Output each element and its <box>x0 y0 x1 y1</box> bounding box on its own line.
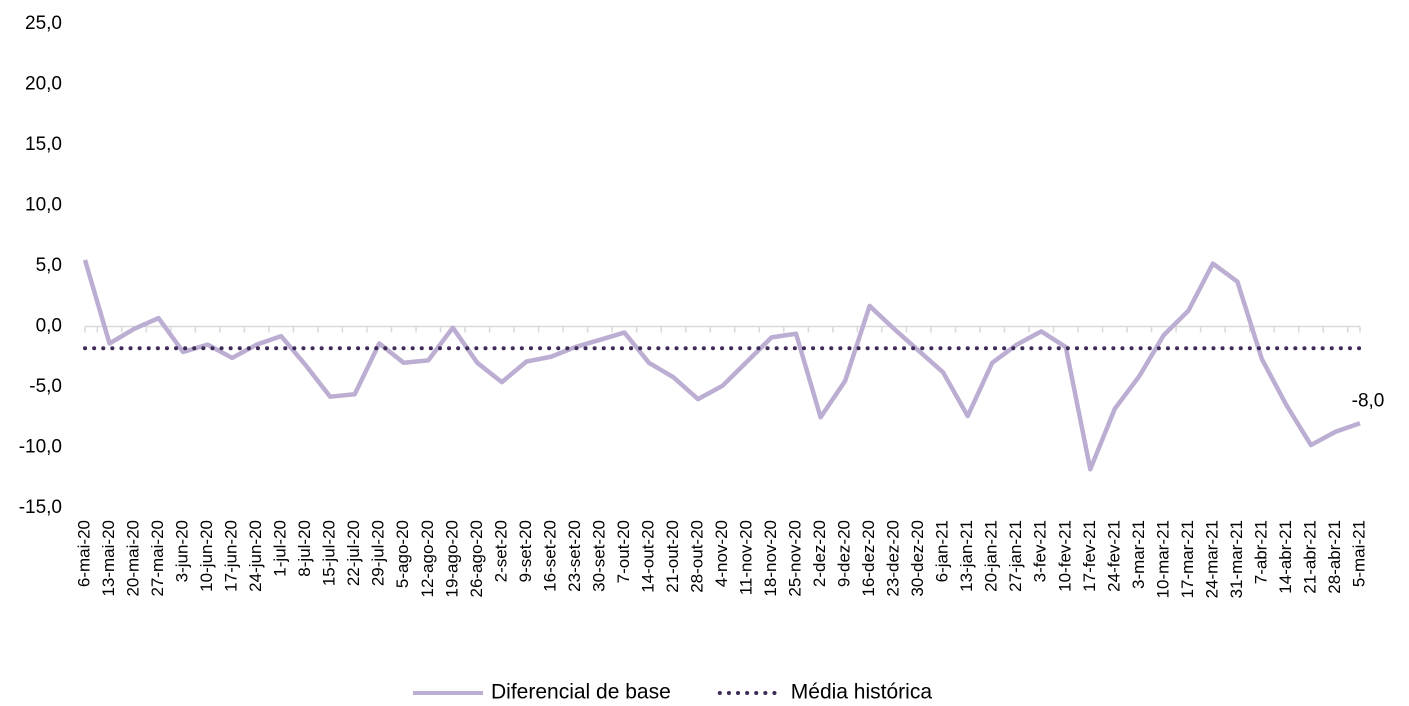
x-tick-label: 17-mar-21 <box>1178 520 1197 598</box>
data-label: -8,0 <box>1352 390 1385 411</box>
y-tick-label: 10,0 <box>25 195 62 216</box>
x-tick-label: 7-out-20 <box>614 520 633 583</box>
x-tick-label: 17-fev-21 <box>1080 520 1099 592</box>
legend-label: Média histórica <box>791 681 933 704</box>
y-tick-label: 20,0 <box>25 74 62 95</box>
x-tick-label: 24-fev-21 <box>1104 520 1123 592</box>
x-tick-label: 16-dez-20 <box>859 520 878 597</box>
x-tick-label: 21-abr-21 <box>1300 520 1319 594</box>
x-tick-label: 29-jul-20 <box>369 520 388 586</box>
x-tick-label: 15-jul-20 <box>320 520 339 586</box>
x-tick-label: 23-dez-20 <box>884 520 903 597</box>
x-tick-label: 9-dez-20 <box>835 520 854 587</box>
x-tick-label: 14-out-20 <box>638 520 657 593</box>
x-tick-label: 4-nov-20 <box>712 520 731 587</box>
x-tick-label: 26-ago-20 <box>467 520 486 598</box>
x-tick-label: 27-jan-21 <box>1006 520 1025 592</box>
x-tick-label: 10-jun-20 <box>197 520 216 592</box>
x-tick-label: 3-mar-21 <box>1129 520 1148 589</box>
x-tick-label: 2-dez-20 <box>810 520 829 587</box>
x-tick-label: 3-fev-21 <box>1031 520 1050 582</box>
y-tick-label: 0,0 <box>36 316 62 337</box>
x-tick-label: 6-jan-21 <box>933 520 952 582</box>
x-tick-label: 10-mar-21 <box>1153 520 1172 598</box>
x-tick-label: 19-ago-20 <box>442 520 461 598</box>
y-tick-label: 5,0 <box>36 255 62 276</box>
x-tick-label: 23-set-20 <box>565 520 584 592</box>
y-tick-label: 15,0 <box>25 134 62 155</box>
x-tick-label: 20-jan-21 <box>982 520 1001 592</box>
x-tick-label: 8-jul-20 <box>295 520 314 577</box>
x-tick-label: 13-jan-21 <box>957 520 976 592</box>
x-tick-label: 31-mar-21 <box>1227 520 1246 598</box>
series-line <box>82 259 1361 472</box>
x-tick-label: 2-set-20 <box>491 520 510 582</box>
x-tick-label: 6-mai-20 <box>74 520 93 587</box>
x-tick-label: 27-mai-20 <box>148 520 167 597</box>
y-tick-label: -5,0 <box>29 376 62 397</box>
x-tick-label: 30-dez-20 <box>908 520 927 597</box>
x-tick-label: 30-set-20 <box>589 520 608 592</box>
x-tick-label: 3-jun-20 <box>173 520 192 582</box>
x-tick-label: 13-mai-20 <box>99 520 118 597</box>
y-tick-label: 25,0 <box>25 13 62 34</box>
x-tick-label: 5-mai-21 <box>1349 520 1368 587</box>
x-tick-label: 7-abr-21 <box>1251 520 1270 584</box>
x-tick-label: 22-jul-20 <box>344 520 363 586</box>
y-tick-label: -10,0 <box>19 437 62 458</box>
x-tick-label: 10-fev-21 <box>1055 520 1074 592</box>
x-tick-label: 20-mai-20 <box>124 520 143 597</box>
x-tick-label: 28-out-20 <box>687 520 706 593</box>
x-tick-label: 11-nov-20 <box>737 520 756 595</box>
x-tick-label: 5-ago-20 <box>393 520 412 588</box>
y-tick-label: -15,0 <box>19 497 62 518</box>
x-tick-label: 21-out-20 <box>663 520 682 593</box>
x-tick-label: 9-set-20 <box>516 520 535 582</box>
legend-label: Diferencial de base <box>491 681 671 704</box>
x-tick-label: 1-jul-20 <box>271 520 290 577</box>
x-tick-label: 28-abr-21 <box>1325 520 1344 594</box>
x-tick-label: 17-jun-20 <box>222 520 241 592</box>
x-tick-label: 12-ago-20 <box>418 520 437 598</box>
x-tick-label: 16-set-20 <box>540 520 559 592</box>
x-tick-label: 24-mar-21 <box>1202 520 1221 598</box>
x-tick-label: 14-abr-21 <box>1276 520 1295 594</box>
x-tick-label: 25-nov-20 <box>786 520 805 597</box>
x-tick-label: 24-jun-20 <box>246 520 265 592</box>
x-tick-label: 18-nov-20 <box>761 520 780 597</box>
